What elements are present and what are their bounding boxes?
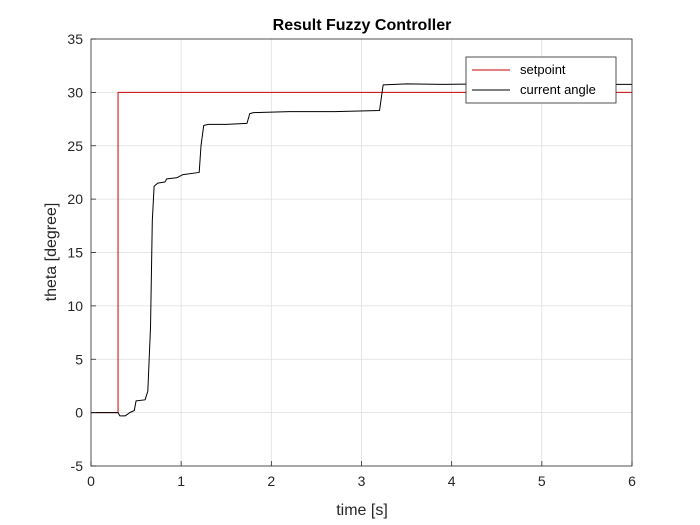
x-tick-label: 5 <box>538 473 546 489</box>
x-tick-label: 0 <box>87 473 95 489</box>
y-tick-label: 10 <box>67 298 83 314</box>
y-tick-label: 20 <box>67 191 83 207</box>
grid <box>91 39 632 466</box>
series-line-current-angle <box>91 83 632 417</box>
x-tick-label: 3 <box>358 473 366 489</box>
y-tick-label: 0 <box>75 405 83 421</box>
x-tick-label: 6 <box>628 473 636 489</box>
y-tick-label: 5 <box>75 351 83 367</box>
legend-box <box>465 56 617 104</box>
x-axis-label: time [s] <box>336 502 388 519</box>
chart-title: Result Fuzzy Controller <box>273 17 452 34</box>
legend-label-current-angle: current angle <box>520 82 596 97</box>
y-tick-label: 30 <box>67 84 83 100</box>
x-tick-label: 1 <box>177 473 185 489</box>
y-tick-label: 35 <box>67 31 83 47</box>
series-layer <box>91 83 632 417</box>
y-tick-label: 15 <box>67 245 83 261</box>
y-tick-label: -5 <box>71 458 84 474</box>
legend-label-setpoint: setpoint <box>520 62 566 77</box>
x-tick-label: 4 <box>448 473 456 489</box>
y-axis-label: theta [degree] <box>43 203 60 302</box>
x-tick-label: 2 <box>267 473 275 489</box>
y-tick-label: 25 <box>67 138 83 154</box>
legend: setpoint current angle <box>465 56 617 104</box>
